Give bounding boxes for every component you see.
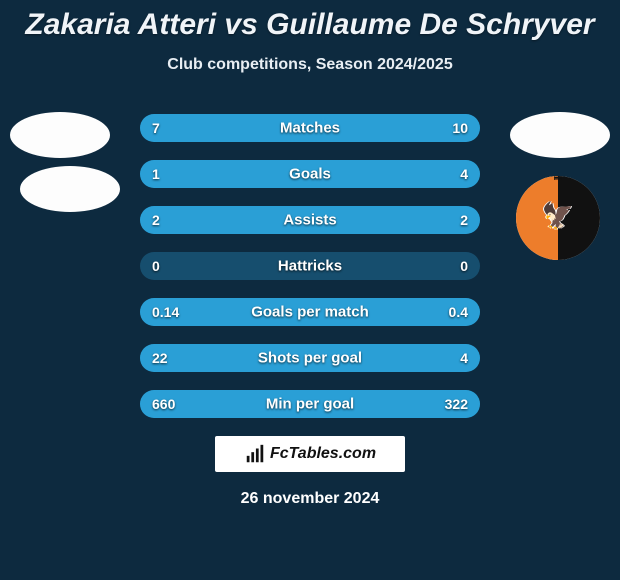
eagle-icon: 🦅 xyxy=(542,201,574,232)
stat-label: Goals per match xyxy=(251,304,369,321)
stat-row: 0.14 0.4 Goals per match xyxy=(140,298,480,326)
stat-value-right: 0.4 xyxy=(449,304,468,320)
brand-text: FcTables.com xyxy=(270,445,376,463)
stat-fill-right xyxy=(429,344,480,372)
stat-fill-right xyxy=(208,114,480,142)
stat-value-left: 660 xyxy=(152,396,175,412)
stat-row: 22 4 Shots per goal xyxy=(140,344,480,372)
stat-label: Min per goal xyxy=(266,396,354,413)
stat-label: Hattricks xyxy=(278,258,342,275)
stat-row: 2 2 Assists xyxy=(140,206,480,234)
stat-value-left: 1 xyxy=(152,166,160,182)
stat-row: 7 10 Matches xyxy=(140,114,480,142)
stat-row: 0 0 Hattricks xyxy=(140,252,480,280)
stat-value-right: 0 xyxy=(460,258,468,274)
stat-value-right: 322 xyxy=(445,396,468,412)
page-title: Zakaria Atteri vs Guillaume De Schryver xyxy=(0,0,620,42)
stat-value-left: 0 xyxy=(152,258,160,274)
stat-fill-right xyxy=(208,160,480,188)
player-left-badge-2 xyxy=(20,166,120,212)
stat-label: Matches xyxy=(280,120,340,137)
stat-value-right: 4 xyxy=(460,350,468,366)
stat-label: Goals xyxy=(289,166,331,183)
stat-value-right: 10 xyxy=(452,120,468,136)
footer-date: 26 november 2024 xyxy=(0,490,620,508)
player-right-badge-1 xyxy=(510,112,610,158)
crown-icon: ♛ xyxy=(550,176,566,185)
player-left-badge-1 xyxy=(10,112,110,158)
player-right-club-logo: ♛ 🦅 xyxy=(516,176,600,260)
stat-fill-left xyxy=(140,114,208,142)
stat-label: Shots per goal xyxy=(258,350,362,367)
stat-value-left: 0.14 xyxy=(152,304,179,320)
stats-bars: 710Matches14Goals22Assists00Hattricks0.1… xyxy=(140,114,480,418)
stat-value-left: 22 xyxy=(152,350,168,366)
stat-row: 660 322 Min per goal xyxy=(140,390,480,418)
chart-icon xyxy=(244,443,266,465)
stat-label: Assists xyxy=(283,212,336,229)
stat-value-right: 4 xyxy=(460,166,468,182)
subtitle: Club competitions, Season 2024/2025 xyxy=(0,56,620,74)
brand-logo[interactable]: FcTables.com xyxy=(215,436,405,472)
stat-value-left: 2 xyxy=(152,212,160,228)
stat-value-left: 7 xyxy=(152,120,160,136)
stat-fill-left xyxy=(140,160,208,188)
stat-value-right: 2 xyxy=(460,212,468,228)
stat-row: 1 4 Goals xyxy=(140,160,480,188)
